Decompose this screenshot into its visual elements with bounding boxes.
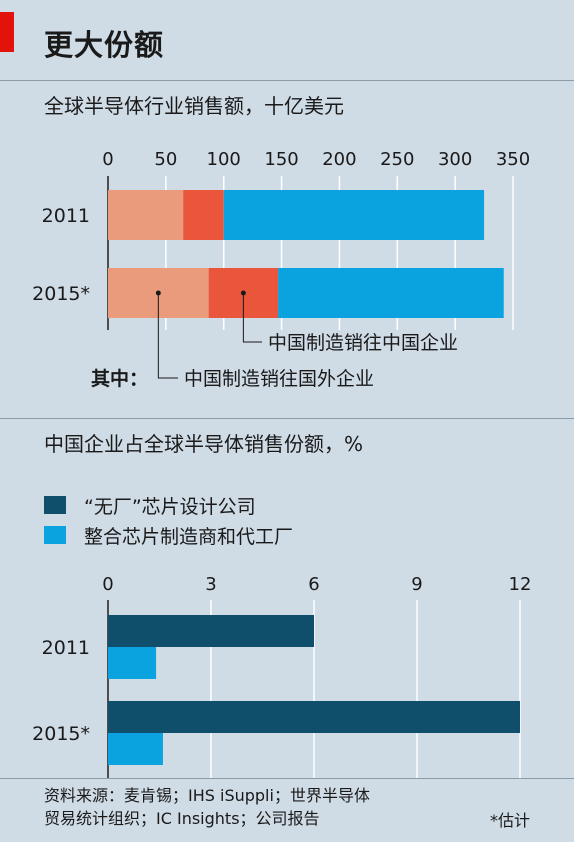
chart2-category-label: 2011	[42, 637, 90, 659]
estimate-footnote: *估计	[489, 811, 530, 830]
legend-label-idm: 整合芯片制造商和代工厂	[84, 525, 294, 548]
legend-label-fabless: “无厂”芯片设计公司	[84, 495, 256, 518]
chart1-tick-label: 150	[264, 149, 298, 170]
chart1-category-label: 2011	[42, 205, 90, 227]
chart1-tick-label: 250	[380, 149, 414, 170]
chart1-tick-label: 100	[207, 149, 241, 170]
chart1-category-label: 2015*	[32, 283, 90, 305]
legend-idm: 整合芯片制造商和代工厂	[44, 523, 294, 548]
chart1-annotation-prefix: 其中：	[91, 367, 148, 390]
chart2-bar	[108, 701, 520, 733]
chart1-tick-label: 0	[102, 149, 113, 170]
chart1-leader-line	[157, 293, 178, 379]
red-corner-tag	[0, 12, 14, 52]
chart1-title: 全球半导体行业销售额，十亿美元	[44, 94, 344, 118]
top-rule	[0, 80, 574, 81]
source-line-1: 资料来源：麦肯锡；IHS iSuppli；世界半导体	[44, 786, 370, 805]
chart1-annotation-china-to-china: 中国制造销往中国企业	[268, 332, 458, 354]
legend-swatch-fabless	[44, 496, 66, 514]
source-note: 资料来源：麦肯锡；IHS iSuppli；世界半导体 贸易统计组织；IC Ins…	[44, 784, 370, 830]
chart2-title: 中国企业占全球半导体销售份额，%	[44, 432, 364, 456]
chart2-tick-label: 6	[308, 574, 319, 595]
page-title: 更大份额	[44, 28, 165, 62]
chart2-svg: 0 3 6 9 12 2011 2015*	[32, 574, 532, 778]
chart1-tick-label: 200	[322, 149, 356, 170]
chart2-tick-label: 3	[205, 574, 216, 595]
bottom-rule	[0, 778, 574, 779]
chart1-bar-segment	[278, 268, 504, 318]
legend-swatch-idm	[44, 526, 66, 544]
chart2-bar	[108, 733, 163, 765]
chart1-bar-segment	[223, 190, 485, 240]
source-line-2: 贸易统计组织；IC Insights；公司报告	[44, 809, 320, 828]
legend-fabless: “无厂”芯片设计公司	[44, 493, 256, 518]
chart2-category-label: 2015*	[32, 723, 90, 745]
chart1-leader-line	[242, 293, 262, 343]
chart2-bar	[108, 647, 157, 679]
chart1-tick-label: 300	[438, 149, 472, 170]
chart1-tick-label: 50	[154, 149, 177, 170]
chart1-bar-segment	[183, 190, 224, 240]
chart1-annotation-china-to-abroad: 中国制造销往国外企业	[184, 368, 374, 390]
chart2-tick-label: 12	[509, 574, 532, 595]
chart1-svg: 0 50 100 150 200 250 300 350 2011 2015* 中国制造销往中国企业…	[32, 149, 530, 390]
chart2-tick-label: 0	[102, 574, 113, 595]
chart2-tick-label: 9	[411, 574, 422, 595]
chart1-bar-segment	[108, 190, 184, 240]
chart1-tick-label: 350	[496, 149, 530, 170]
chart2-bar	[108, 615, 314, 647]
middle-rule	[0, 418, 574, 419]
